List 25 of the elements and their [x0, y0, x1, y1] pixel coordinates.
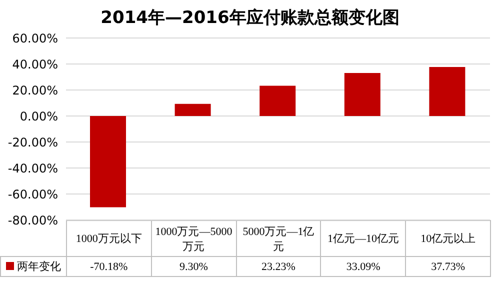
legend-label: 两年变化 [0, 256, 66, 276]
data-label: 33.09% [320, 256, 406, 276]
bar [344, 72, 380, 116]
y-tick-label: 20.00% [12, 83, 58, 98]
x-tick-label: 1000万元以下 [66, 220, 152, 256]
y-tick-label: -40.00% [8, 161, 58, 176]
chart-title: 2014年—2016年应付账款总额变化图 [100, 7, 400, 30]
data-label: 9.30% [151, 256, 236, 276]
y-tick-label: -20.00% [8, 135, 58, 150]
bar [174, 104, 211, 116]
x-tick-label: 1000万元—5000万元 [151, 220, 236, 256]
data-label: 23.23% [236, 256, 321, 276]
bar [260, 86, 296, 116]
x-tick-label: 10亿元以上 [406, 220, 490, 256]
y-tick-label: 0.00% [20, 109, 58, 124]
y-tick-label: 60.00% [12, 31, 58, 46]
x-tick-label: 1亿元—10亿元 [320, 220, 406, 256]
bar [90, 116, 126, 208]
x-tick-label: 5000万元—1亿元 [236, 220, 321, 256]
y-tick-label: -80.00% [8, 213, 58, 228]
data-label: -70.18% [66, 256, 152, 276]
y-tick-label: -60.00% [8, 187, 58, 202]
bar [429, 66, 466, 116]
y-tick-label: 40.00% [12, 57, 58, 72]
data-label: 37.73% [406, 256, 490, 276]
